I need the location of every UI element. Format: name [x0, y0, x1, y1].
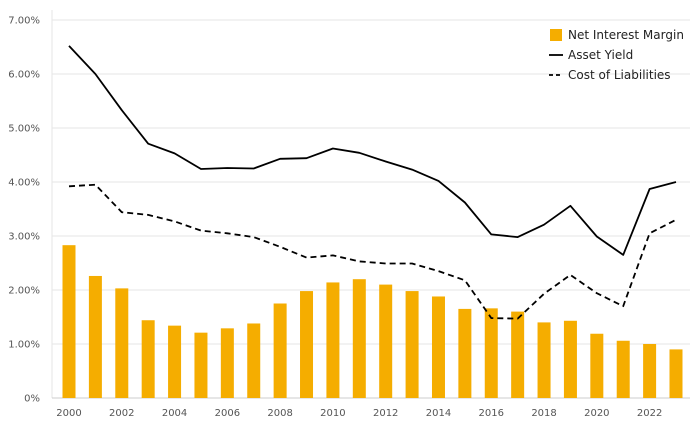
y-tick-label: 6.00%	[8, 70, 40, 81]
y-tick-label: 3.00%	[8, 232, 40, 243]
bar	[431, 296, 445, 398]
bar-series-net-interest-margin	[62, 245, 683, 398]
y-tick-label: 1.00%	[8, 340, 40, 351]
x-tick-label: 2016	[479, 408, 504, 419]
bar	[511, 311, 525, 398]
bar	[300, 291, 314, 398]
bar	[669, 349, 683, 398]
x-tick-label: 2022	[637, 408, 662, 419]
bar	[405, 291, 419, 398]
y-tick-label: 5.00%	[8, 124, 40, 135]
bar	[273, 303, 287, 398]
bar	[168, 325, 182, 398]
bar	[484, 308, 498, 398]
bar	[379, 284, 393, 398]
x-tick-label: 2006	[215, 408, 240, 419]
x-tick-label: 2012	[373, 408, 398, 419]
x-tick-label: 2010	[320, 408, 345, 419]
line-series-cost-of-liabilities	[68, 183, 677, 320]
bar	[352, 279, 366, 398]
x-tick-label: 2002	[109, 408, 134, 419]
bar	[220, 328, 234, 398]
bar	[88, 275, 102, 398]
x-tick-label: 2004	[162, 408, 187, 419]
bar	[616, 340, 630, 398]
bar	[194, 332, 208, 398]
bar	[141, 320, 155, 398]
bar	[458, 308, 472, 398]
bar	[326, 282, 340, 398]
legend-label: Asset Yield	[568, 48, 633, 62]
x-tick-label: 2018	[531, 408, 556, 419]
line-series-layer	[68, 45, 677, 320]
bar	[115, 288, 129, 398]
y-tick-label: 4.00%	[8, 178, 40, 189]
legend: Net Interest Margin Asset Yield Cost of Li…	[549, 28, 684, 82]
gridlines	[51, 10, 690, 399]
bar	[590, 333, 604, 398]
bar	[563, 320, 577, 398]
x-tick-label: 2020	[584, 408, 609, 419]
legend-swatch-bar	[550, 29, 562, 41]
bar	[247, 323, 261, 398]
line-series-asset-yield	[68, 45, 677, 256]
legend-label: Cost of Liabilities	[568, 68, 671, 82]
x-tick-label: 2000	[56, 408, 81, 419]
bar	[62, 245, 76, 398]
y-tick-label: 2.00%	[8, 286, 40, 297]
x-tick-label: 2014	[426, 408, 451, 419]
y-tick-label: 7.00%	[8, 16, 40, 27]
bar	[537, 322, 551, 398]
x-tick-label: 2008	[267, 408, 292, 419]
bar	[643, 344, 657, 398]
x-axis: 2000 2002 2004 2006 2008 2010 2012 2014 2016 2018…	[56, 408, 662, 419]
legend-label: Net Interest Margin	[568, 28, 684, 42]
y-axis: 0% 1.00% 2.00% 3.00% 4.00% 5.00% 6.00% 7.00%	[8, 16, 40, 405]
y-tick-label: 0%	[24, 394, 40, 405]
